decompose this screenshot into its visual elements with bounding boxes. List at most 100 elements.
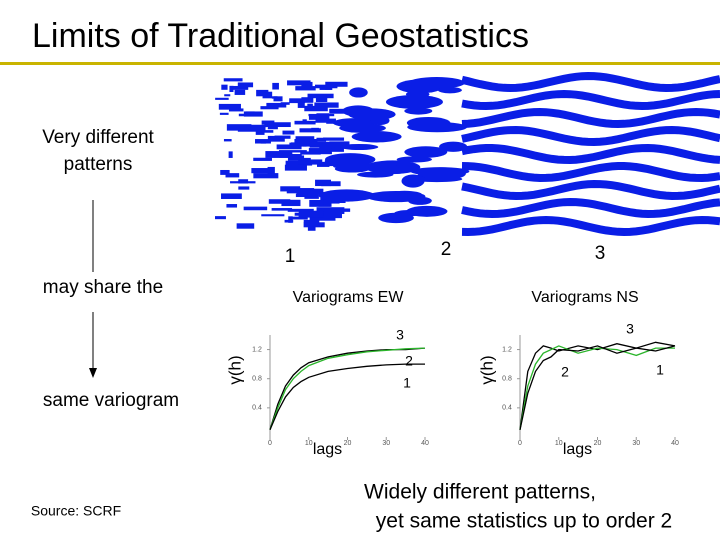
curve-label: 3 bbox=[626, 321, 634, 337]
pattern-band bbox=[461, 179, 720, 201]
pattern-blob bbox=[253, 157, 272, 161]
pattern-blob bbox=[255, 139, 271, 144]
pattern-blob bbox=[236, 223, 255, 229]
pattern-blob bbox=[405, 90, 430, 99]
pattern-blob bbox=[223, 78, 243, 82]
pattern-blob bbox=[314, 84, 338, 89]
pattern-band bbox=[461, 125, 720, 147]
pattern-blob bbox=[334, 165, 370, 173]
pattern-blob bbox=[265, 151, 293, 158]
x-tick-label: 10 bbox=[305, 440, 313, 447]
pattern-blob bbox=[339, 143, 379, 151]
pattern-band bbox=[461, 107, 720, 129]
pattern-blob bbox=[243, 206, 268, 211]
source: Source: SCRF bbox=[31, 503, 121, 519]
pattern-blob bbox=[289, 142, 307, 147]
pattern-blob bbox=[251, 168, 270, 174]
pattern-blob bbox=[348, 108, 396, 121]
x-tick-label: 40 bbox=[671, 440, 679, 447]
pattern-blob bbox=[315, 95, 328, 102]
pattern-blob bbox=[408, 76, 465, 89]
left-text: patterns bbox=[64, 154, 133, 175]
pattern-blob bbox=[259, 130, 274, 133]
pattern-blob bbox=[280, 102, 290, 105]
pattern-blob bbox=[316, 211, 342, 219]
pattern-blob bbox=[404, 146, 448, 158]
pattern-blob bbox=[298, 160, 308, 165]
curve-label: 3 bbox=[396, 327, 404, 343]
pattern-blob bbox=[268, 199, 291, 204]
pattern-blob bbox=[232, 85, 249, 90]
pattern-blob bbox=[219, 112, 229, 115]
y-tick-label: 0.4 bbox=[252, 405, 262, 412]
pattern-blob bbox=[238, 186, 250, 190]
pattern-blob bbox=[406, 205, 448, 217]
x-tick-label: 20 bbox=[594, 440, 602, 447]
pattern-blob bbox=[267, 166, 275, 174]
pattern-blob bbox=[276, 144, 302, 150]
variogram-line bbox=[269, 363, 425, 430]
pattern-blob bbox=[215, 97, 229, 100]
pattern-blob bbox=[315, 179, 332, 187]
pattern-blob bbox=[289, 98, 306, 104]
pattern-blob bbox=[299, 128, 321, 133]
pattern-blob bbox=[380, 163, 399, 173]
x-tick-label: 40 bbox=[421, 440, 429, 447]
pattern-blob bbox=[307, 93, 334, 99]
pattern-blob bbox=[221, 193, 242, 199]
pattern-blob bbox=[316, 137, 327, 142]
x-tick-label: 30 bbox=[632, 440, 640, 447]
pattern-blob bbox=[297, 101, 305, 108]
pattern-band bbox=[461, 197, 720, 219]
x-tick-label: 0 bbox=[518, 440, 522, 447]
variogram-line bbox=[519, 345, 676, 430]
pattern-blob bbox=[304, 192, 319, 199]
y-axis-label: γ(h) bbox=[477, 355, 496, 384]
x-axis-label: lags bbox=[563, 441, 592, 458]
pattern-blob bbox=[396, 156, 432, 163]
pattern-blob bbox=[288, 216, 293, 223]
variogram-line bbox=[519, 345, 675, 430]
y-tick-label: 0.8 bbox=[252, 376, 262, 383]
pattern-blob bbox=[316, 113, 330, 120]
left-text: Very different bbox=[42, 127, 154, 148]
pattern-blob bbox=[291, 216, 308, 220]
pattern-blob bbox=[238, 179, 249, 184]
pattern-blob bbox=[323, 137, 345, 141]
pattern-blob bbox=[419, 167, 466, 181]
y-axis-label: γ(h) bbox=[225, 355, 244, 384]
y-tick-label: 1.2 bbox=[252, 346, 262, 353]
pattern-blob bbox=[308, 113, 335, 117]
pattern-blob bbox=[271, 96, 278, 99]
pattern-blob bbox=[228, 108, 244, 112]
conclusion: yet same statistics up to order 2 bbox=[376, 510, 672, 533]
pattern-label: 2 bbox=[441, 239, 452, 260]
pattern-blob bbox=[309, 215, 336, 221]
pattern-blob bbox=[225, 173, 240, 178]
conclusion: Widely different patterns, bbox=[364, 481, 596, 504]
variogram-line bbox=[269, 347, 426, 430]
pattern-blob bbox=[256, 89, 269, 97]
pattern-blob bbox=[378, 212, 414, 224]
x-axis-label: lags bbox=[313, 441, 342, 458]
pattern-blob bbox=[284, 164, 307, 171]
pattern-blob bbox=[357, 171, 394, 178]
pattern-blob bbox=[267, 122, 278, 130]
curve-label: 2 bbox=[561, 364, 569, 380]
pattern-blob bbox=[229, 85, 234, 93]
pattern-blob bbox=[266, 102, 287, 108]
pattern-blob bbox=[437, 87, 462, 94]
pattern-blob bbox=[223, 139, 232, 142]
pattern-blob bbox=[237, 124, 266, 132]
pattern-blob bbox=[253, 173, 279, 179]
pattern-blob bbox=[281, 199, 301, 207]
pattern-blob bbox=[303, 222, 325, 228]
pattern-blob bbox=[287, 155, 305, 161]
pattern-blob bbox=[298, 214, 324, 218]
pattern-blob bbox=[351, 131, 402, 143]
pattern-blob bbox=[339, 123, 386, 133]
pattern-blob bbox=[407, 121, 468, 133]
pattern-blob bbox=[314, 200, 324, 205]
pattern-blob bbox=[282, 130, 295, 135]
